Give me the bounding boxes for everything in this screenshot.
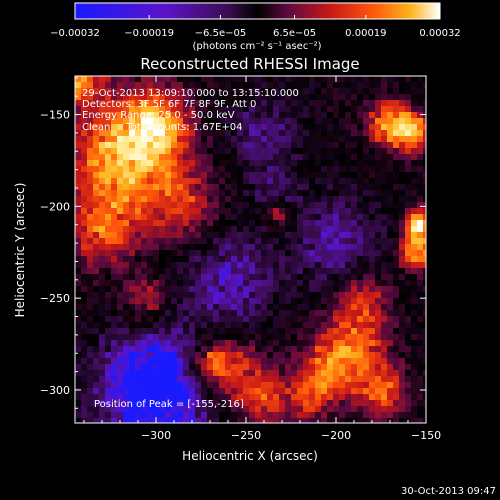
y-tick-label: −300 — [40, 384, 70, 397]
x-tick-label: −300 — [141, 429, 171, 442]
y-tick-label: −200 — [40, 200, 70, 213]
annotation-time: 29-Oct-2013 13:09:10.000 to 13:15:10.000 — [82, 88, 299, 99]
y-axis-label: Heliocentric Y (arcsec) — [13, 183, 27, 318]
colorbar-tick-label: −0.00032 — [50, 28, 100, 39]
x-axis-label: Heliocentric X (arcsec) — [182, 449, 318, 463]
colorbar-tick-label: 6.5e−05 — [273, 28, 316, 39]
colorbar-tick-label: −6.5e−05 — [195, 28, 247, 39]
colorbar-ticks: −0.00032 −0.00019 −6.5e−05 6.5e−05 0.00019 0.… — [50, 15, 461, 39]
chart-title: Reconstructed RHESSI Image — [140, 55, 359, 73]
x-tick-label: −250 — [231, 429, 261, 442]
plot-frame — [74, 75, 427, 424]
footer-timestamp: 30-Oct-2013 09:47 — [401, 486, 496, 497]
annotation-energy: Energy Range: 25.0 - 50.0 keV — [82, 110, 235, 121]
colorbar-tick-label: −0.00019 — [124, 28, 174, 39]
colorbar-tick-label: 0.00032 — [419, 28, 460, 39]
annotation-block: 29-Oct-2013 13:09:10.000 to 13:15:10.000… — [82, 88, 299, 133]
annotation-detectors: Detectors: 3F 5F 6F 7F 8F 9F, Att 0 — [82, 99, 256, 110]
colorbar — [74, 2, 441, 20]
y-tick-label: −150 — [40, 109, 70, 122]
annotation-clean: Clean Total counts: 1.67E+04 — [82, 122, 242, 133]
colorbar-units: (photons cm⁻² s⁻¹ asec⁻²) — [192, 41, 321, 52]
heatmap-image — [75, 76, 426, 423]
colorbar-tick-label: 0.00019 — [345, 28, 386, 39]
x-tick-label: −200 — [321, 429, 351, 442]
peak-position-label: Position of Peak = [-155,-216] — [94, 399, 244, 410]
y-tick-label: −250 — [40, 292, 70, 305]
x-tick-label: −150 — [411, 429, 441, 442]
axis-ticks: −300 −250 −200 −150 −150 −200 −250 −300 — [40, 76, 441, 442]
